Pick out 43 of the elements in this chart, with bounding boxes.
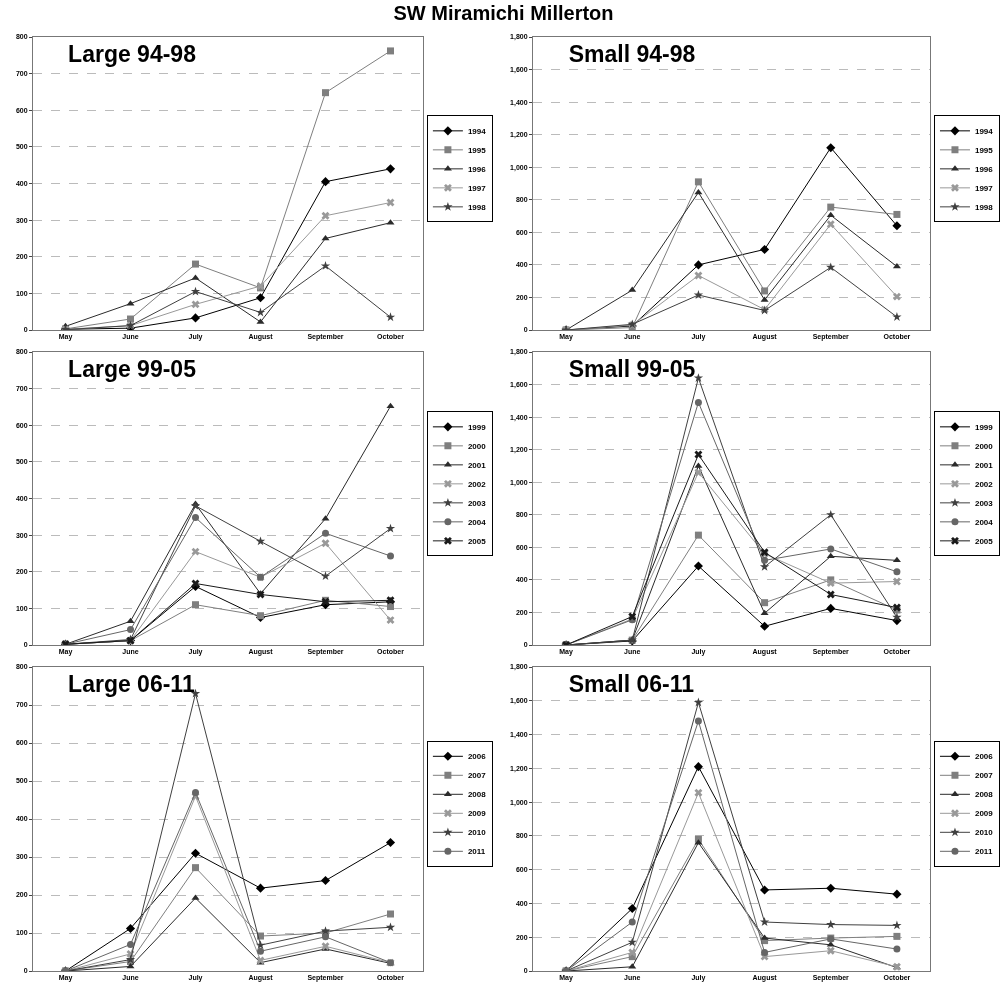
legend-label: 2008: [467, 790, 487, 800]
legend-label: 2003: [467, 498, 487, 508]
legend-label: 2011: [467, 847, 486, 857]
legend-label: 1996: [467, 164, 487, 174]
legend-label: 1999: [974, 422, 994, 432]
legend-label: 1998: [974, 202, 994, 212]
legend-label: 2002: [467, 479, 487, 489]
chart-title: Large 06-11: [68, 671, 195, 698]
chart-title: Large 94-98: [68, 40, 197, 67]
legend-label: 2006: [974, 752, 994, 762]
legend-label: 1997: [974, 183, 994, 193]
legend-label: 1994: [467, 126, 487, 136]
legend-label: 2000: [974, 441, 994, 451]
legend-label: 2004: [974, 517, 994, 527]
legend-label: 2009: [974, 809, 994, 819]
legend-label: 2008: [974, 790, 994, 800]
legend-label: 2011: [974, 847, 993, 857]
chart-title: Large 99-05: [68, 355, 197, 382]
legend-label: 2010: [467, 828, 487, 838]
legend-label: 1996: [974, 164, 994, 174]
legend-label: 2007: [974, 771, 994, 781]
legend-label: 2006: [467, 752, 487, 762]
legend-label: 1995: [467, 145, 487, 155]
legend-label: 2000: [467, 441, 487, 451]
legend-label: 2001: [974, 460, 994, 470]
chart-title: Small 06-11: [568, 671, 695, 698]
legend-label: 2002: [974, 479, 994, 489]
legend-label: 2010: [974, 828, 994, 838]
legend-label: 2003: [974, 498, 994, 508]
chart-title: Small 94-98: [568, 40, 696, 67]
legend-label: 2005: [467, 536, 487, 546]
legend-label: 2009: [467, 809, 487, 819]
legend-label: 1995: [974, 145, 994, 155]
legend-label: 1994: [974, 126, 994, 136]
legend-label: 1998: [467, 202, 487, 212]
legend-label: 2004: [467, 517, 487, 527]
legend-label: 2001: [467, 460, 487, 470]
text: SW Miramichi Millerton: [392, 2, 615, 25]
chart-title: Small 99-05: [568, 355, 696, 382]
legend-label: 2007: [467, 771, 487, 781]
legend-label: 2005: [974, 536, 994, 546]
legend-label: 1999: [467, 422, 487, 432]
legend-label: 1997: [467, 183, 487, 193]
